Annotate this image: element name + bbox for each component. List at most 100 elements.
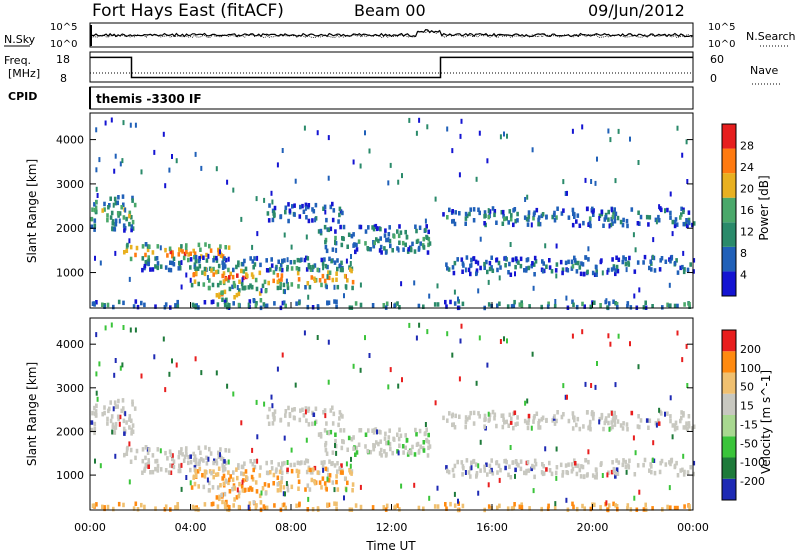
velocity-cell [212, 469, 215, 474]
velocity-cell [185, 452, 188, 457]
velocity-cell [110, 414, 114, 419]
power-cell [351, 279, 355, 285]
velocity-cell [673, 505, 677, 511]
power-cell [526, 222, 530, 227]
velocity-cell [519, 466, 523, 472]
power-cell [347, 232, 351, 237]
power-cell [616, 305, 619, 310]
power-cell [176, 299, 179, 305]
velocity-cell [331, 421, 335, 426]
power-cell [382, 303, 386, 308]
velocity-cell [628, 458, 631, 463]
power-scatter-cell [668, 282, 671, 288]
power-cell [169, 260, 172, 265]
power-scatter-cell [503, 131, 505, 137]
power-cell [123, 228, 126, 233]
velocity-cell [398, 507, 401, 512]
power-cell [221, 260, 224, 265]
power-cell [122, 215, 126, 220]
velocity-cell [514, 467, 517, 473]
velocity-cell [643, 457, 647, 463]
power-cell [258, 291, 262, 296]
power-cell [547, 301, 550, 306]
velocity-cell [615, 467, 619, 472]
velocity-cell [475, 474, 478, 479]
velocity-scatter-cell [194, 356, 197, 362]
velocity-cell [295, 468, 299, 474]
power-cell [451, 265, 455, 270]
power-cell [624, 257, 627, 262]
velocity-cell [474, 462, 478, 467]
power-cell [220, 290, 223, 296]
velocity-cell [130, 431, 133, 436]
velocity-cell [130, 418, 133, 423]
power-cell [297, 266, 301, 272]
velocity-cell [483, 424, 486, 429]
velocity-cell [422, 440, 426, 445]
velocity-cell [156, 468, 160, 473]
velocity-cell [461, 503, 465, 509]
velocity-cell [276, 475, 280, 480]
power-cell [676, 303, 679, 309]
velocity-cell [669, 505, 672, 510]
power-scatter-cell [215, 166, 218, 172]
power-cell [290, 282, 294, 287]
power-cell [134, 252, 137, 258]
velocity-cell [427, 432, 430, 438]
velocity-cell [636, 463, 640, 468]
power-cell [611, 214, 615, 220]
power-cell [245, 272, 248, 277]
power-cell [279, 281, 282, 287]
power-cell [364, 229, 368, 234]
freq-unit-label: [MHz] [8, 67, 40, 80]
velocity-cell [106, 421, 109, 426]
velocity-cell [284, 413, 287, 418]
colorbar-tick-label: -100 [740, 456, 765, 469]
velocity-cell [537, 418, 541, 424]
power-cell [224, 257, 228, 263]
power-cell [308, 284, 312, 290]
velocity-cell [249, 459, 252, 464]
power-cell [218, 294, 221, 299]
power-cell [572, 211, 575, 217]
power-cell [297, 277, 301, 282]
velocity-cell [130, 427, 134, 433]
power-cell [436, 302, 440, 307]
power-cell [130, 227, 133, 233]
velocity-cell [346, 480, 349, 486]
power-scatter-cell [327, 175, 330, 181]
power-scatter-cell [459, 133, 462, 139]
velocity-cell [267, 421, 271, 426]
power-cell [203, 300, 207, 305]
power-cell [580, 261, 583, 266]
power-cell [200, 254, 203, 259]
velocity-cell [244, 469, 248, 474]
power-cell [235, 292, 239, 298]
velocity-cell [184, 448, 188, 453]
power-cell [335, 271, 338, 276]
power-scatter-cell [451, 148, 454, 154]
power-cell [103, 201, 106, 207]
velocity-cell [168, 449, 172, 454]
power-cell [147, 258, 151, 263]
velocity-cell [354, 503, 358, 508]
velocity-cell [215, 495, 219, 500]
velocity-cell [243, 488, 246, 493]
velocity-cell [545, 418, 548, 423]
velocity-cell [341, 470, 344, 475]
power-cell [224, 245, 227, 250]
velocity-cell [461, 472, 464, 477]
velocity-cell [369, 449, 372, 455]
power-scatter-cell [153, 149, 156, 155]
power-scatter-cell [162, 131, 165, 137]
power-scatter-cell [532, 285, 535, 291]
power-cell [179, 247, 182, 253]
power-cell [468, 211, 471, 217]
velocity-scatter-cell [232, 391, 235, 397]
velocity-scatter-cell [397, 450, 400, 456]
power-cell [445, 262, 448, 267]
colorbar-tick-label: 100 [740, 362, 761, 375]
velocity-cell [269, 470, 272, 475]
velocity-cell [305, 469, 309, 475]
power-scatter-cell [584, 177, 587, 183]
